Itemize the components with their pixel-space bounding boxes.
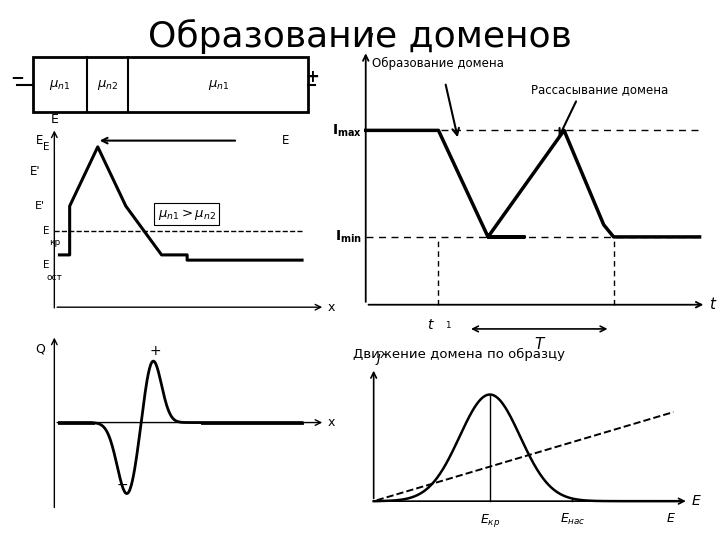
Text: I: I xyxy=(369,33,374,48)
Text: E: E xyxy=(42,260,49,271)
Text: E: E xyxy=(282,134,289,147)
Text: $_1$: $_1$ xyxy=(445,318,452,331)
Text: t: t xyxy=(709,297,716,312)
Text: Движение домена по образцу: Движение домена по образцу xyxy=(353,348,564,361)
Text: E': E' xyxy=(35,201,45,211)
Bar xyxy=(33,57,308,112)
Text: −: − xyxy=(116,478,128,492)
Text: E': E' xyxy=(30,165,40,178)
Text: $\mathbf{I_{max}}$: $\mathbf{I_{max}}$ xyxy=(333,122,362,139)
Text: Q: Q xyxy=(35,343,45,356)
Text: ост: ост xyxy=(46,273,62,282)
Text: x: x xyxy=(328,416,335,429)
Text: x: x xyxy=(328,301,335,314)
Text: $\mu_{n1}$: $\mu_{n1}$ xyxy=(208,78,230,92)
Text: $\mu_{n1}$: $\mu_{n1}$ xyxy=(49,78,71,92)
Text: Рассасывание домена: Рассасывание домена xyxy=(531,84,668,97)
Text: E: E xyxy=(667,512,674,525)
Text: E: E xyxy=(692,494,701,508)
Text: $\mathbf{I_{min}}$: $\mathbf{I_{min}}$ xyxy=(336,229,362,245)
Text: T: T xyxy=(534,338,544,353)
Text: $\mu_{n2}$: $\mu_{n2}$ xyxy=(96,78,118,92)
Text: E: E xyxy=(50,113,58,126)
Text: +: + xyxy=(150,344,161,358)
Text: Образование доменов: Образование доменов xyxy=(148,19,572,54)
Text: E: E xyxy=(42,142,49,152)
Text: j: j xyxy=(377,352,381,366)
Text: $E_{нас}$: $E_{нас}$ xyxy=(559,512,585,527)
Text: кр: кр xyxy=(49,238,60,247)
Text: Образование домена: Образование домена xyxy=(372,57,504,70)
Text: +: + xyxy=(306,68,320,85)
Text: E: E xyxy=(36,134,43,147)
Text: $t$: $t$ xyxy=(427,318,435,332)
Text: −: − xyxy=(10,68,24,85)
Text: E: E xyxy=(42,226,49,235)
Text: $E_{кр}$: $E_{кр}$ xyxy=(480,512,500,529)
Text: $\mu_{n1} > \mu_{n2}$: $\mu_{n1} > \mu_{n2}$ xyxy=(158,207,216,222)
